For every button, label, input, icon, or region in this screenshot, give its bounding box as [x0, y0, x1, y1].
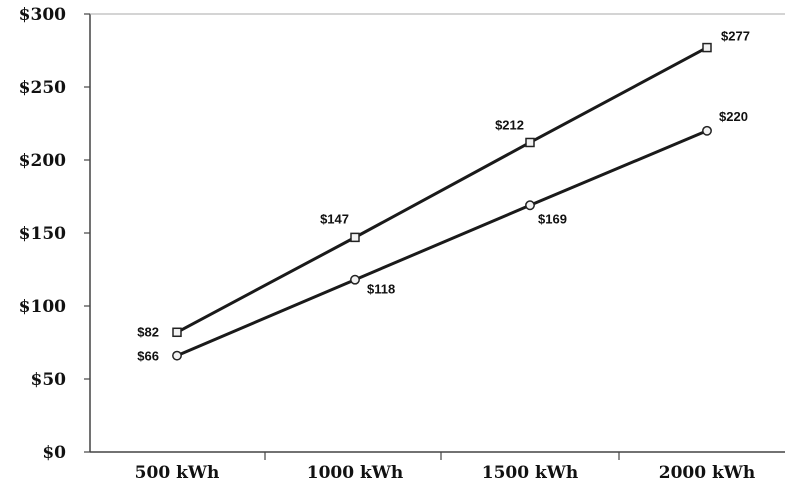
y-tick-label: $200	[19, 151, 66, 171]
data-label: $220	[719, 109, 748, 124]
data-label: $118	[367, 282, 395, 297]
series-1-point	[172, 327, 182, 338]
x-tick-label: 1000 kWh	[307, 463, 403, 483]
series-1-point	[350, 232, 360, 243]
series-2-point	[525, 200, 535, 211]
series-2-line	[176, 129, 708, 358]
x-tick-label: 2000 kWh	[659, 463, 755, 483]
y-tick-label: $300	[19, 5, 66, 25]
x-tick-label: 1500 kWh	[482, 463, 578, 483]
y-tick-label: $150	[19, 224, 66, 244]
series-1-line	[176, 46, 708, 334]
data-label: $169	[538, 211, 567, 226]
series-2-point	[172, 350, 182, 361]
data-label: $147	[320, 211, 349, 226]
data-label: $212	[495, 117, 524, 132]
series-2-point	[702, 125, 712, 136]
y-tick-label: $50	[31, 370, 67, 390]
data-label: $277	[721, 29, 750, 44]
data-label: $82	[137, 324, 159, 339]
y-tick-label: $100	[19, 297, 66, 317]
series-1-point	[702, 42, 712, 53]
x-ticks: 500 kWh 1000 kWh 1500 kWh 2000 kWh	[135, 452, 755, 483]
series-layer	[172, 42, 712, 361]
series-2-point	[350, 274, 360, 285]
data-label: $66	[137, 349, 159, 364]
data-labels: $82 $147 $212 $277 $66 $118 $169 $220	[137, 29, 750, 364]
x-tick-label: 500 kWh	[135, 463, 220, 483]
y-ticks: $0 $50 $100 $150 $200 $250 $300	[19, 5, 90, 463]
series-1-point	[525, 137, 535, 148]
y-tick-label: $250	[19, 78, 66, 98]
y-tick-label: $0	[42, 443, 66, 463]
